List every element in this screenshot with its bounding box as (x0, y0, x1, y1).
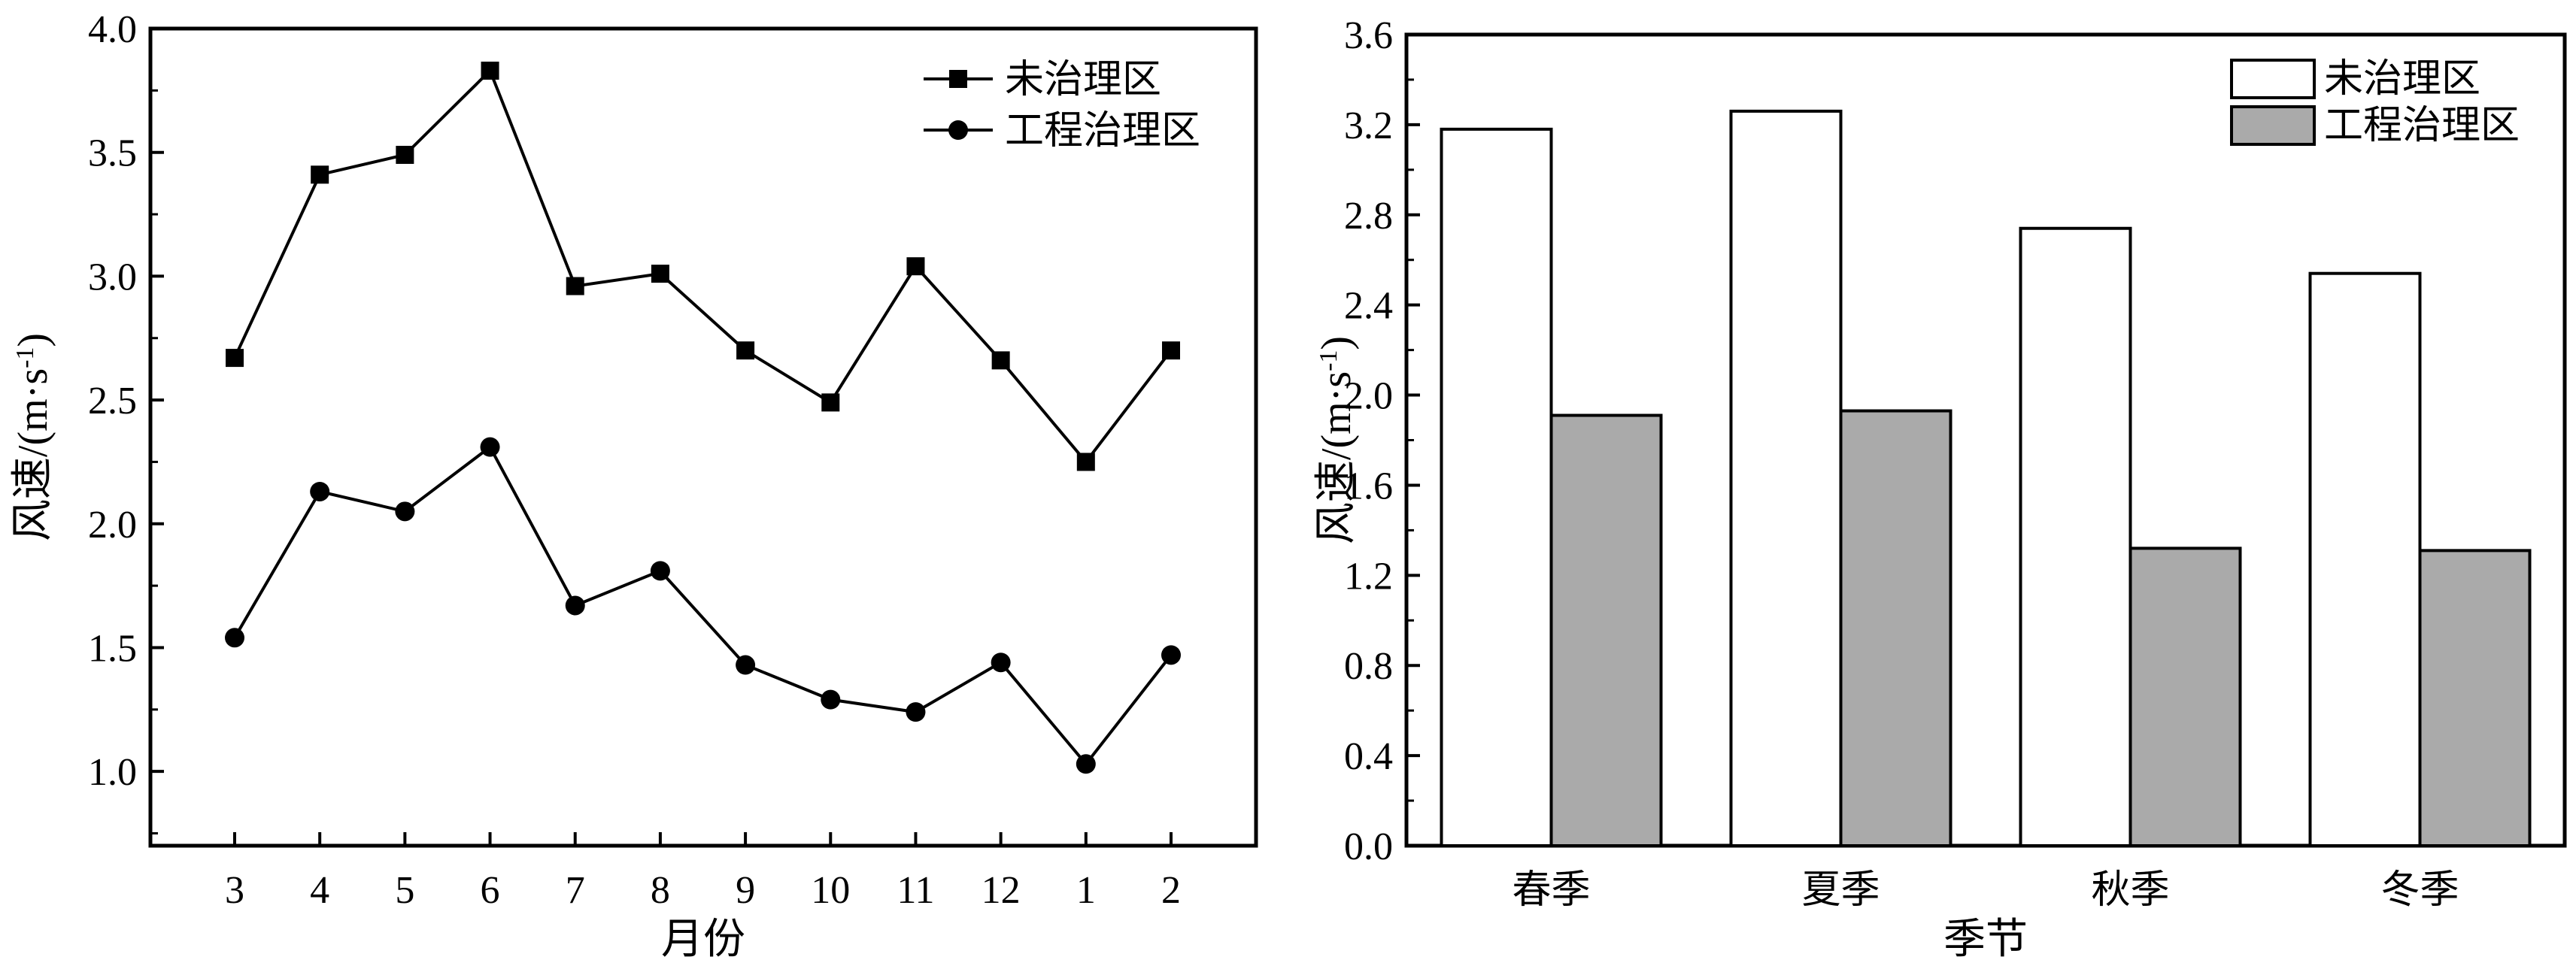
bar-untreated (1440, 127, 1553, 847)
bar-y-tick-label: 2.4 (1344, 285, 1393, 328)
bar-untreated (2019, 226, 2132, 847)
line-point-circle (1076, 754, 1096, 774)
line-point-square (566, 277, 584, 295)
line-point-square (906, 257, 925, 276)
bar-y-axis-label: 风速/(m·s-1) (1313, 336, 1360, 544)
line-x-tick-label: 3 (225, 869, 244, 912)
line-x-tick-label: 8 (651, 869, 670, 912)
line-point-square (991, 351, 1010, 370)
bar-x-tick-label: 夏季 (1801, 869, 1880, 912)
line-point-square (1162, 341, 1180, 360)
line-series-group (225, 61, 1181, 774)
line-x-tick-label: 9 (736, 869, 755, 912)
line-point-square (736, 341, 755, 360)
bar-y-tick-label: 0.0 (1344, 825, 1393, 868)
line-point-circle (225, 628, 244, 648)
line-y-tick-label: 2.0 (88, 504, 137, 547)
line-point-circle (821, 689, 841, 710)
line-series-path (233, 444, 1173, 767)
bar-y-tick-label: 2.0 (1344, 375, 1393, 418)
bar-y-axis-label-main: 风速/(m·s (1313, 371, 1360, 544)
line-point-circle (395, 501, 415, 522)
line-legend-circle-marker (948, 120, 968, 140)
bar-treated (2128, 547, 2242, 847)
line-point-circle (565, 595, 585, 616)
line-x-tick-label: 2 (1161, 869, 1181, 912)
bar-untreated (1729, 109, 1843, 847)
bar-y-axis-label-superscript: -1 (1315, 350, 1343, 371)
bar-y-tick-label: 0.8 (1344, 645, 1393, 688)
bar-x-tick-label: 秋季 (2091, 869, 2169, 912)
bar-chart-seasonal-wind-speed: 0.00.40.81.21.62.02.42.83.23.6 春季 夏季 秋季 冬季 … (1313, 14, 2567, 963)
line-x-axis-label: 月份 (661, 916, 745, 963)
line-point-circle (310, 481, 330, 501)
bar-treated (2418, 549, 2532, 847)
bar-y-tick-label: 1.6 (1344, 465, 1393, 507)
bar-x-tick-label: 春季 (1512, 869, 1590, 912)
line-y-axis: 1.0 1.5 2.0 2.5 3.0 3.5 4.0 (88, 8, 164, 835)
line-x-tick-label: 4 (310, 869, 329, 912)
line-legend-label: 工程治理区 (1005, 110, 1200, 153)
bar-legend-label: 未治理区 (2324, 58, 2480, 101)
line-x-tick-label: 12 (982, 869, 1021, 912)
bar-untreated (2308, 271, 2422, 847)
line-point-square (1076, 453, 1095, 471)
bar-y-axis: 0.0 0.4 0.8 1.2 1.6 2.0 2.4 2.8 3.2 3.6 (1344, 14, 1420, 868)
line-point-square (226, 349, 244, 368)
bar-y-tick-label: 3.6 (1344, 14, 1393, 57)
bar-treated (1549, 413, 1663, 847)
line-point-circle (480, 437, 500, 457)
line-point-circle (736, 655, 756, 675)
line-point-circle (991, 653, 1011, 673)
line-chart-monthly-wind-speed: 1.01.52.02.53.03.54.0 3 4 5 6 7 8 9 10 11 12 1 2 未治… (10, 8, 1258, 963)
line-y-tick-label: 2.5 (88, 380, 137, 422)
line-y-axis-label: 风速/(m·s-1) (10, 333, 56, 541)
line-point-square (396, 145, 414, 164)
line-y-tick-label: 3.0 (88, 256, 137, 298)
line-y-tick-label: 1.5 (88, 627, 137, 670)
line-point-circle (906, 702, 926, 722)
bar-y-tick-label: 1.2 (1344, 555, 1393, 598)
line-y-axis-label-superscript: -1 (11, 347, 39, 368)
line-point-square (821, 393, 840, 412)
line-legend-label: 未治理区 (1005, 59, 1161, 101)
line-y-axis-label-tail: ) (10, 333, 56, 347)
line-point-circle (650, 561, 670, 581)
line-y-tick-label: 3.5 (88, 132, 137, 175)
line-legend-square-marker (949, 70, 967, 88)
bar-x-tick-label: 冬季 (2380, 869, 2459, 912)
line-y-axis-label-main: 风速/(m·s (10, 368, 56, 541)
bar-treated (1839, 409, 1952, 847)
bar-x-axis-label: 季节 (1943, 916, 2028, 963)
line-y-tick-label: 4.0 (88, 8, 137, 51)
line-plot-frame (148, 26, 1258, 848)
line-point-square (481, 61, 499, 80)
line-x-tick-label: 11 (897, 869, 934, 912)
line-series-path (233, 68, 1173, 465)
bar-legend-swatch (2230, 105, 2316, 146)
bar-x-axis: 春季 夏季 秋季 冬季 (1512, 869, 2459, 912)
line-x-axis: 3 4 5 6 7 8 9 10 11 12 1 2 (225, 832, 1181, 912)
line-x-tick-label: 5 (395, 869, 414, 912)
bar-y-tick-label: 2.8 (1344, 195, 1393, 238)
line-point-circle (1161, 645, 1181, 665)
bar-series-group (1440, 109, 2532, 847)
bar-legend-label: 工程治理区 (2324, 104, 2520, 147)
line-y-tick-label: 1.0 (88, 751, 137, 794)
bar-y-axis-label-tail: ) (1313, 336, 1360, 350)
bar-legend-swatch (2230, 59, 2316, 99)
line-point-square (311, 165, 329, 184)
bar-y-tick-label: 0.4 (1344, 735, 1393, 778)
bar-y-tick-label: 3.2 (1344, 104, 1393, 147)
line-x-tick-label: 10 (811, 869, 850, 912)
line-x-tick-label: 6 (481, 869, 500, 912)
line-point-square (651, 265, 669, 283)
line-x-tick-label: 1 (1076, 869, 1096, 912)
line-x-tick-label: 7 (566, 869, 585, 912)
